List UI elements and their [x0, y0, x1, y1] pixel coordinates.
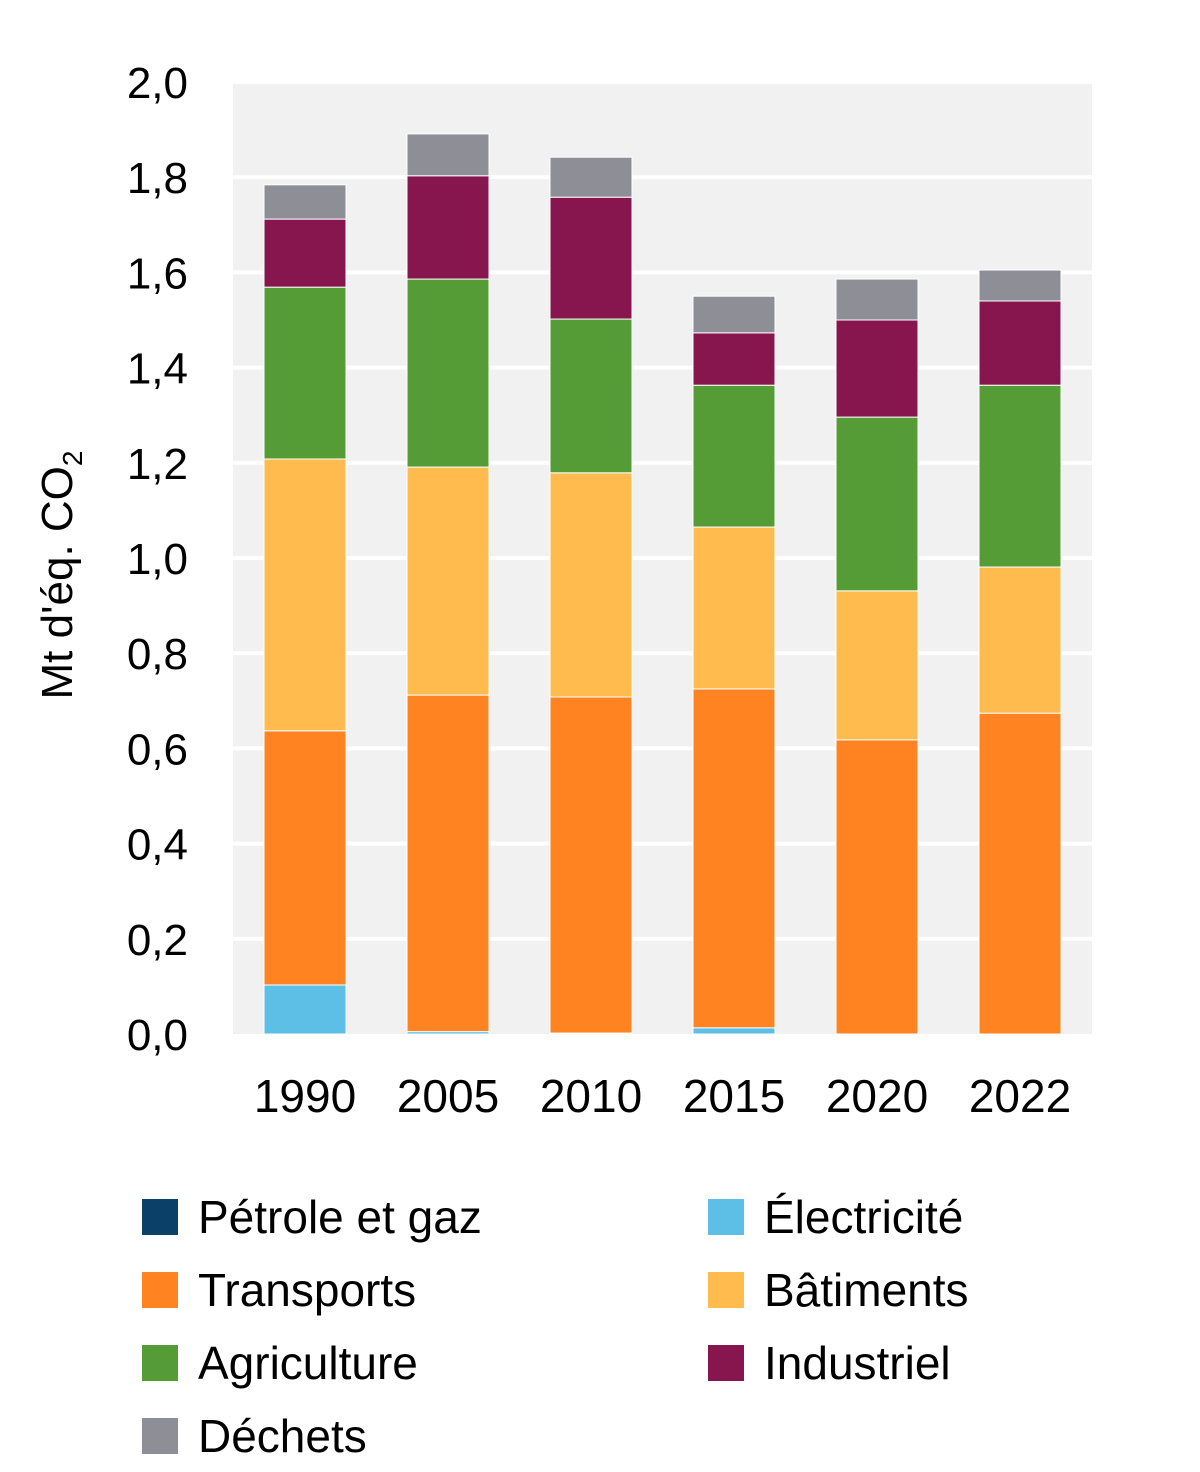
bar-segment-Industriel	[549, 196, 633, 320]
bar-segment-Industriel	[692, 332, 776, 386]
legend-swatch	[708, 1272, 744, 1308]
legend-item: Agriculture	[142, 1336, 418, 1390]
legend-label: Agriculture	[198, 1337, 418, 1389]
legend-label: Déchets	[198, 1410, 367, 1462]
bar-segment-Agriculture	[692, 384, 776, 528]
x-tick-label: 2022	[969, 1070, 1071, 1122]
bar-segment-Bâtiments	[406, 466, 490, 696]
y-tick-label: 0,2	[127, 916, 188, 965]
bar-segment-Transports	[692, 688, 776, 1029]
bar-segment-Bâtiments	[692, 526, 776, 690]
bar-segment-Transports	[978, 712, 1062, 1035]
bar-segment-Électricité	[263, 984, 347, 1035]
legend-label: Pétrole et gaz	[198, 1191, 482, 1243]
bar-segment-Industriel	[978, 300, 1062, 386]
bar-segment-Transports	[549, 696, 633, 1034]
legend-item: Industriel	[708, 1336, 951, 1390]
legend-swatch	[142, 1418, 178, 1454]
x-tick-label: 2015	[683, 1070, 785, 1122]
x-tick-label: 2005	[397, 1070, 499, 1122]
y-tick-label: 0,4	[127, 821, 188, 870]
legend-swatch	[708, 1345, 744, 1381]
bar-segment-Déchets	[835, 278, 919, 321]
y-tick-label: 1,8	[127, 154, 188, 203]
legend-swatch	[142, 1345, 178, 1381]
legend-swatch	[142, 1199, 178, 1235]
y-axis-label: Mt d'éq. CO2	[33, 451, 88, 700]
legend-swatch	[708, 1199, 744, 1235]
legend-label: Bâtiments	[764, 1264, 969, 1316]
bar-segment-Électricité	[692, 1027, 776, 1035]
y-tick-label: 1,4	[127, 345, 188, 394]
legend-item: Transports	[142, 1263, 416, 1317]
legend-item: Déchets	[142, 1409, 367, 1463]
y-tick-label: 0,6	[127, 725, 188, 774]
legend-item: Électricité	[708, 1190, 963, 1244]
bar-segment-Industriel	[406, 175, 490, 280]
bar-segment-Agriculture	[406, 278, 490, 468]
bar-segment-Transports	[406, 694, 490, 1033]
x-tick-label: 2010	[540, 1070, 642, 1122]
y-tick-label: 2,0	[127, 59, 188, 108]
x-tick-label: 2020	[826, 1070, 928, 1122]
bar-segment-Agriculture	[835, 416, 919, 592]
bar-segment-Déchets	[692, 295, 776, 334]
bar-segment-Agriculture	[549, 318, 633, 474]
bar-segment-Déchets	[549, 156, 633, 198]
bar-segment-Bâtiments	[549, 472, 633, 698]
bar-segment-Déchets	[406, 133, 490, 177]
legend-label: Électricité	[764, 1191, 964, 1243]
bar-segment-Industriel	[835, 319, 919, 418]
x-tick-label: 1990	[254, 1070, 356, 1122]
bar-segment-Transports	[835, 739, 919, 1035]
bar-segment-Bâtiments	[263, 458, 347, 732]
bar-segment-Bâtiments	[835, 590, 919, 741]
bar-segment-Déchets	[978, 269, 1062, 302]
bar-segment-Agriculture	[263, 286, 347, 460]
stacked-bar-chart: 0,0 0,2 0,4 0,6 0,8 1,0 1,2 1,4 1,6 1,8 2,0 1990 20…	[33, 59, 1092, 1122]
y-axis-label-subscript: 2	[57, 451, 88, 467]
legend-item: Bâtiments	[708, 1263, 969, 1317]
y-tick-label: 1,2	[127, 440, 188, 489]
legend-swatch	[142, 1272, 178, 1308]
legend-label: Transports	[198, 1264, 417, 1316]
bar-segment-Transports	[263, 730, 347, 986]
y-tick-label: 1,0	[127, 535, 188, 584]
bar-segment-Agriculture	[978, 384, 1062, 568]
y-tick-label: 1,6	[127, 249, 188, 298]
legend-label: Industriel	[764, 1337, 951, 1389]
legend-item: Pétrole et gaz	[142, 1190, 482, 1244]
bar-segment-Bâtiments	[978, 566, 1062, 714]
y-tick-label: 0,8	[127, 630, 188, 679]
y-tick-label: 0,0	[127, 1011, 188, 1060]
bar-segment-Industriel	[263, 218, 347, 288]
bar-segment-Déchets	[263, 184, 347, 220]
